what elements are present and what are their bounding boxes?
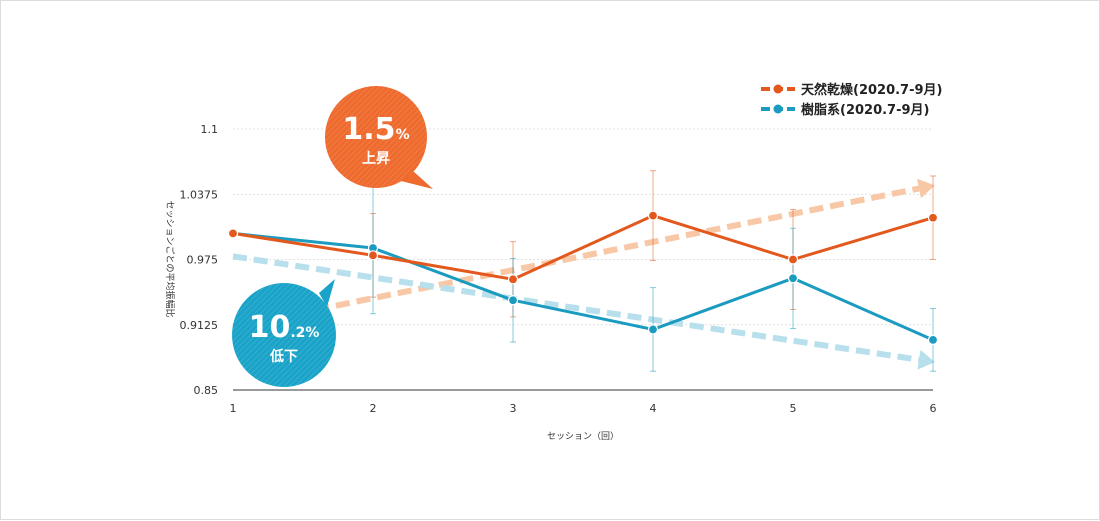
annotation-bubbles: 1.5% 上昇 10.2% 低下 [232,86,433,387]
data-point [787,254,799,265]
bubble-label: 上昇 [362,151,390,167]
x-tick-label: 2 [370,402,377,415]
trend-arrowhead [917,349,935,370]
y-tick-label: 0.9125 [180,319,219,332]
y-axis-title: セッションごとの平均振幅比 [164,201,176,318]
data-point [927,212,939,223]
legend-label: 天然乾燥(2020.7-9月) [801,82,943,98]
x-tick-label: 6 [930,402,937,415]
y-tick-label: 0.975 [187,254,219,267]
data-point [787,273,799,284]
data-point [507,295,519,306]
bubble-tail [319,279,335,307]
legend-marker [773,84,783,94]
trend-arrowhead [917,178,935,199]
series-lines [227,210,939,345]
trend-line [232,253,920,363]
data-point [507,274,519,285]
bubble-texture [232,283,336,387]
bubble-value: 1.5% [342,112,409,147]
series-line [232,214,934,281]
y-tick-label: 1.1 [201,123,219,136]
data-point [927,334,939,345]
legend-marker [773,104,783,114]
axes: 1.1 1.0375 0.975 0.9125 0.85 1 2 3 4 5 6 セッション（回） セッ… [164,123,937,442]
trend-line [232,185,920,330]
legend-label: 樹脂系(2020.7-9月) [801,102,930,118]
y-tick-label: 1.0375 [180,188,219,201]
data-point [367,250,379,261]
data-point [227,228,239,239]
x-axis-title: セッション（回） [547,431,619,442]
x-tick-label: 5 [790,402,797,415]
trend-lines [232,178,935,370]
data-point [647,324,659,335]
data-point [647,210,659,221]
y-tick-label: 0.85 [194,384,219,397]
bubble-value: 10.2% [249,310,320,345]
bubble-label: 低下 [269,348,298,365]
legend: 天然乾燥(2020.7-9月) 樹脂系(2020.7-9月) [761,82,943,118]
x-tick-label: 1 [230,402,237,415]
bubble-texture [325,86,427,188]
x-tick-label: 3 [510,402,517,415]
x-tick-label: 4 [650,402,657,415]
series-line [232,231,934,342]
